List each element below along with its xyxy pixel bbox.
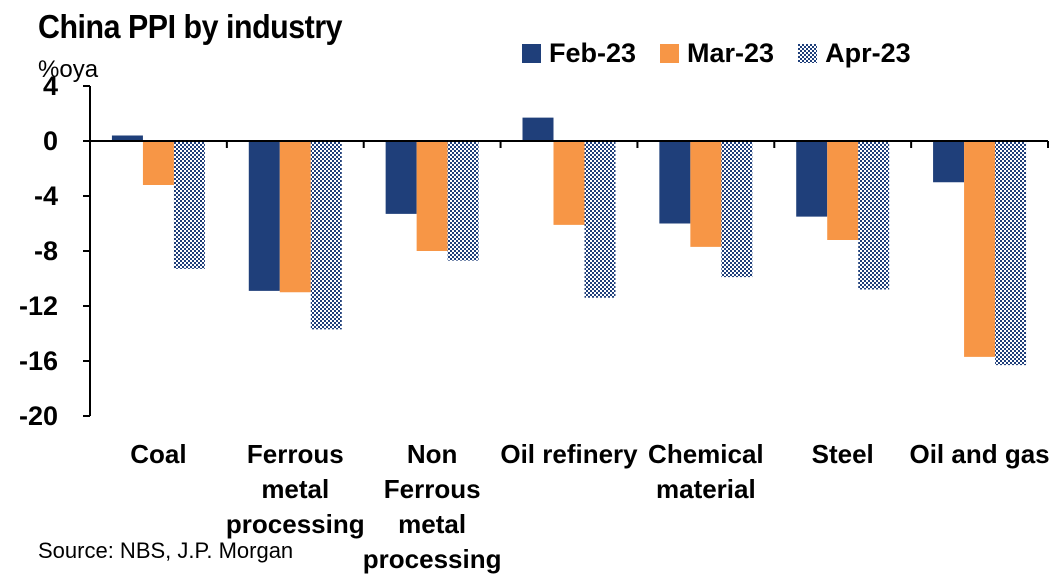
legend-label-apr: Apr-23 <box>825 38 911 68</box>
bar-feb-23-5 <box>796 141 828 217</box>
category-label: Oil refinery <box>500 439 638 469</box>
bar-apr-23-3 <box>584 141 616 298</box>
bar-feb-23-2 <box>385 141 417 214</box>
bar-feb-23-3 <box>522 117 554 141</box>
category-label: Steel <box>812 439 874 469</box>
bar-feb-23-1 <box>248 141 280 291</box>
category-label: Non <box>407 439 458 469</box>
y-axis-unit: %oya <box>38 56 99 83</box>
bar-feb-23-4 <box>659 141 691 224</box>
bar-mar-23-4 <box>690 141 722 247</box>
bar-mar-23-0 <box>142 141 174 185</box>
bar-mar-23-5 <box>827 141 859 240</box>
source-note: Source: NBS, J.P. Morgan <box>38 538 294 563</box>
category-label: processing <box>363 544 502 574</box>
y-tick-label: -16 <box>19 346 58 376</box>
category-label: metal <box>398 509 466 539</box>
legend-swatch-apr <box>798 44 818 63</box>
bar-apr-23-2 <box>447 141 479 261</box>
legend-item-apr: Apr-23 <box>798 38 911 69</box>
legend-swatch-feb <box>522 44 541 63</box>
category-label: Oil and gas <box>909 439 1049 469</box>
category-label: metal <box>261 474 329 504</box>
legend-label-mar: Mar-23 <box>687 38 775 68</box>
category-label: Chemical <box>648 439 764 469</box>
y-tick-label: -4 <box>34 181 58 211</box>
y-tick-label: -20 <box>19 401 58 431</box>
bar-mar-23-3 <box>553 141 585 225</box>
y-tick-label: 0 <box>43 126 58 156</box>
y-tick-label: -12 <box>19 291 58 321</box>
bar-apr-23-5 <box>858 141 890 290</box>
legend-item-feb: Feb-23 <box>522 38 636 69</box>
legend-item-mar: Mar-23 <box>660 38 774 69</box>
bar-mar-23-1 <box>279 141 311 293</box>
legend: Feb-23 Mar-23 Apr-23 <box>522 38 935 69</box>
chart-title: China PPI by industry <box>38 8 343 45</box>
legend-swatch-mar <box>660 44 680 63</box>
bar-mar-23-6 <box>964 141 996 357</box>
bar-apr-23-6 <box>995 141 1027 366</box>
y-tick-label: -8 <box>34 236 58 266</box>
bar-apr-23-0 <box>173 141 205 269</box>
legend-label-feb: Feb-23 <box>549 38 637 68</box>
y-tick-label: 4 <box>43 71 58 101</box>
bar-apr-23-4 <box>721 141 753 278</box>
category-label: Coal <box>130 439 186 469</box>
category-label: material <box>656 474 756 504</box>
bar-feb-23-6 <box>933 141 965 183</box>
category-label: processing <box>226 509 365 539</box>
bar-apr-23-1 <box>310 141 342 330</box>
category-label: Ferrous <box>384 474 481 504</box>
bar-feb-23-0 <box>111 135 143 141</box>
bar-mar-23-2 <box>416 141 448 251</box>
category-label: Ferrous <box>247 439 344 469</box>
